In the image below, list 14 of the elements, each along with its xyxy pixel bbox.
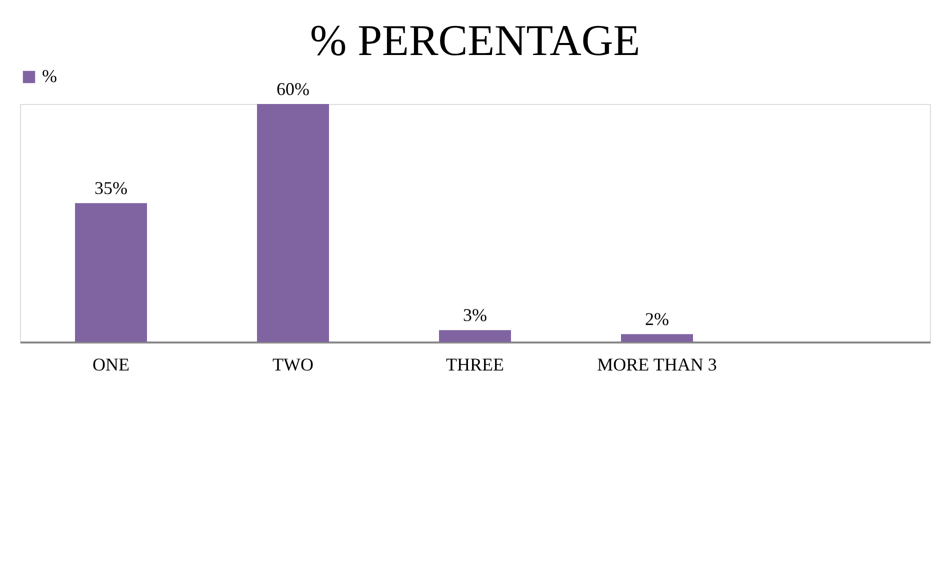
bar xyxy=(621,334,693,342)
bar xyxy=(75,203,147,342)
data-label: 60% xyxy=(276,79,310,99)
bar xyxy=(257,104,329,342)
chart-title: % PERCENTAGE xyxy=(310,16,640,65)
x-tick-label: MORE THAN 3 xyxy=(597,354,717,374)
data-label: 35% xyxy=(94,178,128,198)
x-tick-label: THREE xyxy=(446,354,504,374)
legend-label: % xyxy=(42,66,57,86)
x-tick-label: ONE xyxy=(92,354,130,374)
bar xyxy=(439,330,511,342)
data-label: 3% xyxy=(463,305,487,326)
x-tick-label: TWO xyxy=(272,354,314,374)
data-label: 2% xyxy=(645,309,669,330)
